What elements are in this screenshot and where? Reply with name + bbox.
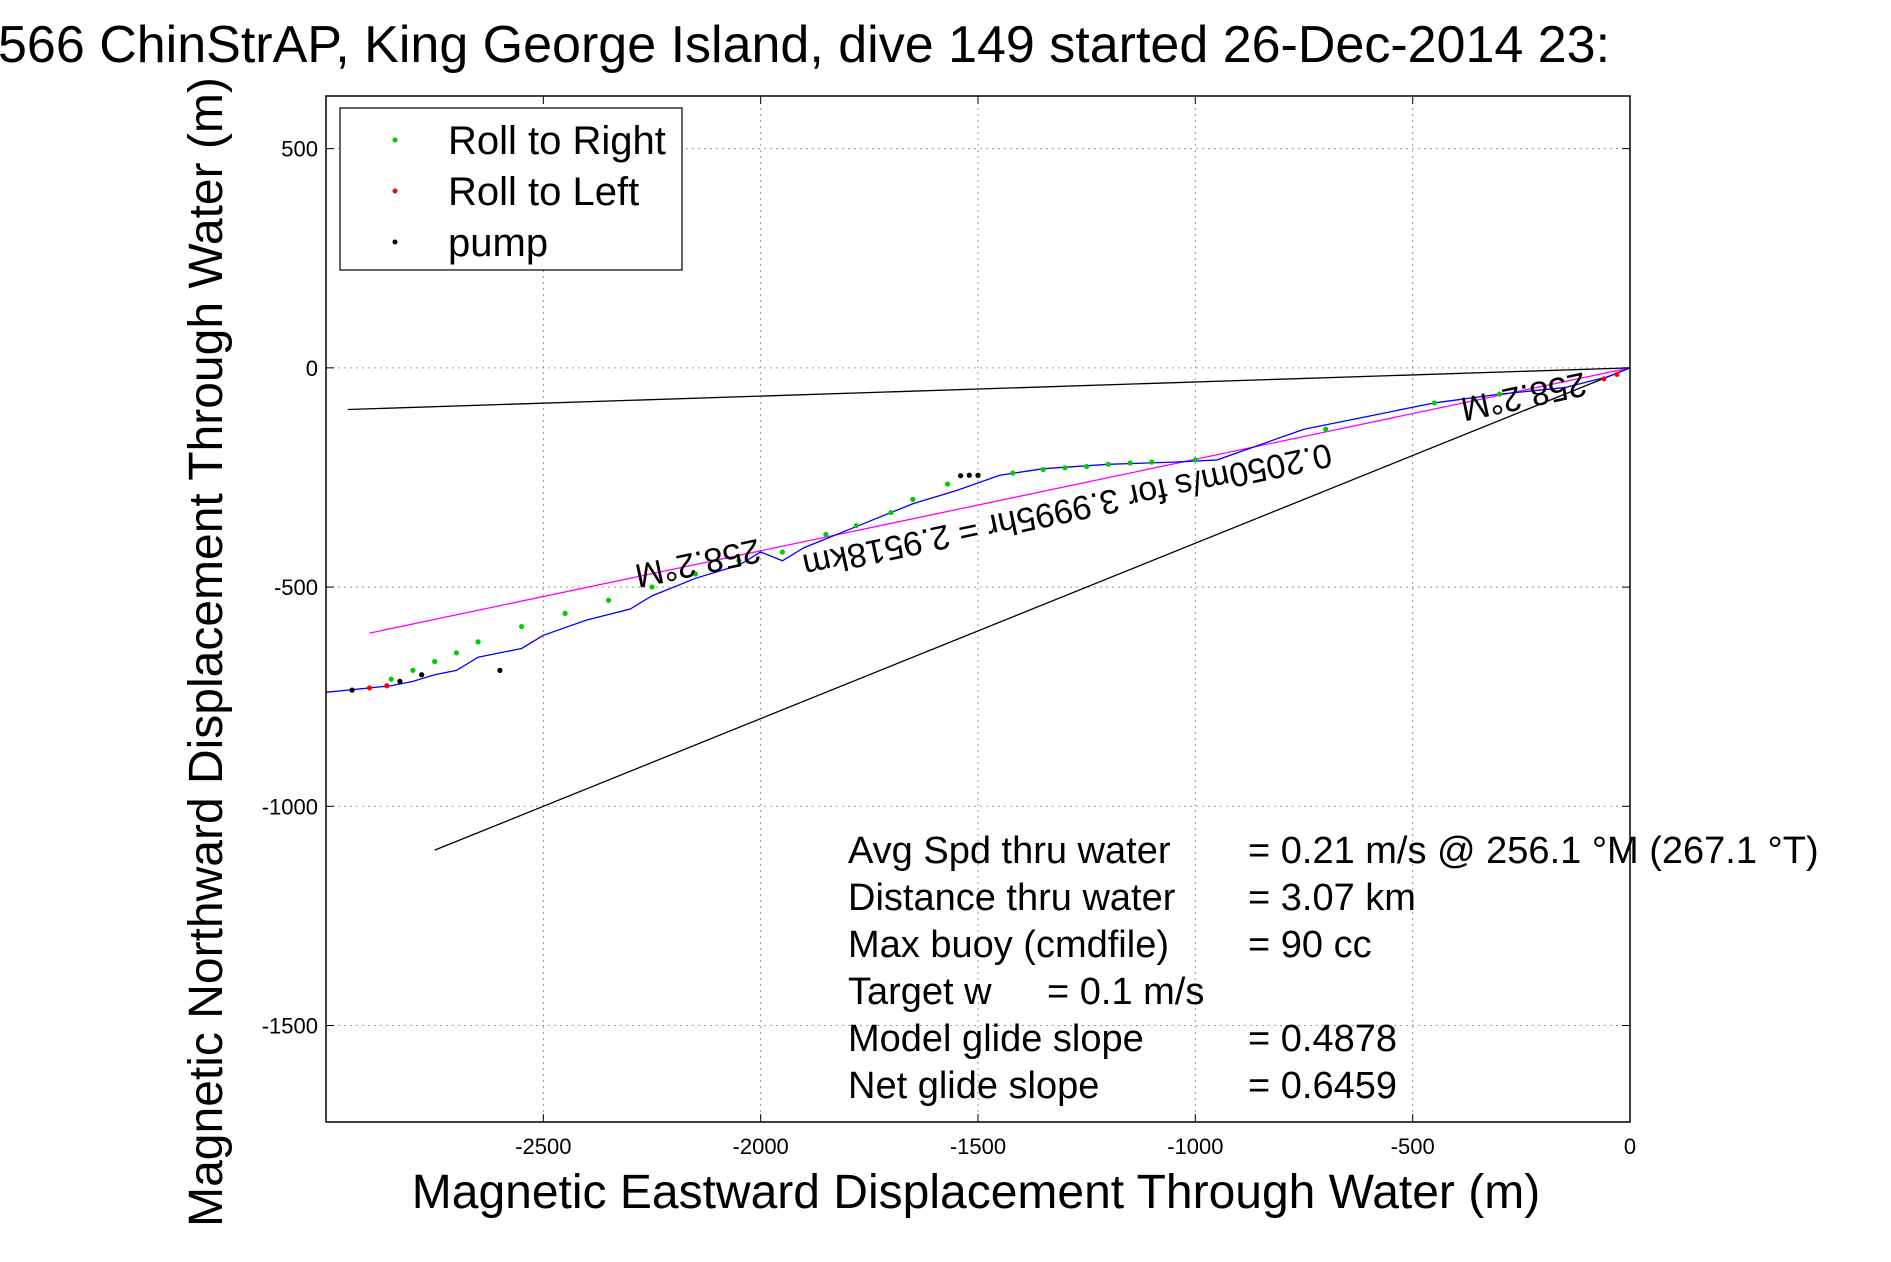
roll-right-point [1323, 426, 1329, 432]
annotation-label: 0.2050m/s for 3.9995hr = 2.9518km [799, 435, 1335, 584]
roll-right-point [779, 549, 786, 555]
roll-left-point [384, 683, 390, 689]
y-tick-label: -1000 [262, 794, 318, 819]
pump-point [966, 472, 972, 478]
stat-label-max-buoy: Max buoy (cmdfile) [848, 924, 1169, 966]
reference-lines [347, 367, 1631, 851]
y-tick-label: -1500 [262, 1014, 318, 1039]
glider-track-line [325, 367, 1631, 693]
stat-value-distance: = 3.07 km [1248, 877, 1416, 919]
roll-right-point [823, 531, 829, 538]
roll-right-point [388, 676, 394, 682]
roll-right-point [1127, 460, 1133, 466]
stat-value-target-w: = 0.1 m/s [1047, 971, 1204, 1013]
stat-label-distance: Distance thru water [848, 877, 1176, 919]
y-tick-label: 500 [281, 137, 318, 162]
roll-right-point [736, 558, 742, 564]
stat-value-net-glide: = 0.6459 [1248, 1065, 1397, 1107]
x-tick-label: -2500 [515, 1134, 571, 1159]
annotation-label: 258.2°M [1458, 364, 1590, 428]
magenta-line [369, 367, 1631, 634]
pump-point [497, 667, 503, 673]
x-axis-label: Magnetic Eastward Displacement Through W… [412, 1166, 1540, 1219]
roll-right-point [1192, 457, 1198, 463]
roll-right-point [1040, 466, 1046, 473]
roll-right-point [910, 496, 916, 502]
stat-value-max-buoy: = 90 cc [1248, 924, 1372, 966]
roll-right-point [1431, 400, 1437, 406]
legend-label-roll-right: Roll to Right [448, 119, 666, 163]
roll-right-point [410, 667, 416, 673]
marker-layer [349, 371, 1620, 693]
roll-right-point [649, 584, 655, 590]
roll-right-point [475, 639, 481, 645]
legend-marker-roll-left [392, 188, 398, 194]
roll-right-point [1497, 391, 1503, 397]
stats-block: Avg Spd thru water = 0.21 m/s @ 256.1 °M… [848, 830, 1819, 1107]
pump-point [349, 687, 355, 693]
black-line-lower [434, 367, 1631, 851]
y-tick-label: 0 [306, 356, 318, 381]
roll-right-point [605, 597, 612, 603]
x-tick-label: 0 [1624, 1134, 1636, 1159]
pump-point [397, 678, 403, 684]
pump-point [958, 473, 964, 479]
x-tick-label: -1500 [950, 1134, 1006, 1159]
roll-left-point [1614, 371, 1620, 378]
legend-label-pump: pump [448, 221, 548, 265]
legend-marker-pump [392, 239, 398, 245]
roll-right-point [453, 650, 459, 656]
roll-right-point [1062, 465, 1068, 471]
track-layer [325, 367, 1631, 693]
roll-right-point [432, 659, 438, 665]
stat-value-model-glide: = 0.4878 [1248, 1018, 1397, 1060]
legend-label-roll-left: Roll to Left [448, 170, 639, 214]
stat-value-avg-speed: = 0.21 m/s @ 256.1 °M (267.1 °T) [1248, 830, 1819, 872]
y-ticks: 500 0 -500 -1000 -1500 [262, 137, 1630, 1039]
roll-right-point [519, 623, 525, 630]
roll-right-point [853, 523, 859, 529]
pump-point [975, 472, 981, 478]
legend: Roll to Right Roll to Left pump [339, 107, 683, 271]
legend-marker-roll-right [392, 137, 398, 143]
roll-right-point [1105, 461, 1111, 467]
roll-right-point [692, 571, 699, 577]
stat-label-net-glide: Net glide slope [848, 1065, 1099, 1107]
roll-right-point [1010, 470, 1016, 476]
roll-right-point [888, 509, 894, 516]
stat-label-avg-speed: Avg Spd thru water [848, 830, 1171, 872]
stat-label-model-glide: Model glide slope [848, 1018, 1144, 1060]
annotation-layer: 258.2°M 258.2°M 0.2050m/s for 3.9995hr = 2… [632, 364, 1590, 594]
x-ticks: -2500 -2000 -1500 -1000 -500 0 [515, 96, 1636, 1159]
roll-left-point [1601, 376, 1607, 382]
roll-right-point [944, 481, 951, 487]
x-tick-label: -1000 [1167, 1134, 1223, 1159]
y-tick-label: -500 [274, 575, 318, 600]
y-axis-label: Magnetic Northward Displacement Through … [180, 77, 233, 1227]
roll-right-point [1149, 459, 1155, 465]
annotation-label: 258.2°M [632, 531, 764, 595]
roll-right-point [562, 610, 568, 616]
stat-label-target-w: Target w [848, 971, 992, 1013]
pump-point [419, 672, 425, 678]
roll-right-point [1084, 463, 1090, 470]
roll-left-point [366, 685, 373, 691]
x-tick-label: -2000 [733, 1134, 789, 1159]
chart-title: 566 ChinStrAP, King George Island, dive … [0, 16, 1610, 74]
black-line-upper [347, 367, 1631, 411]
x-tick-label: -500 [1391, 1134, 1435, 1159]
